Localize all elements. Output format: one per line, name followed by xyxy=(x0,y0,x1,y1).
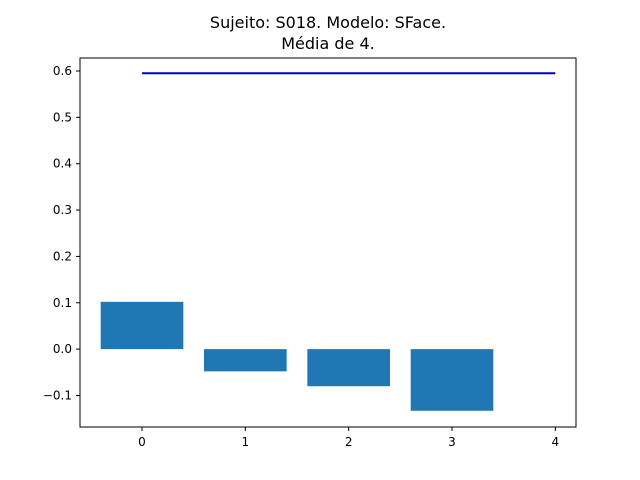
x-tick-label-1: 1 xyxy=(242,435,250,449)
y-tick-label-3: 0.2 xyxy=(53,249,72,263)
x-tick-label-3: 3 xyxy=(448,435,456,449)
chart-title-line-1: Sujeito: S018. Modelo: SFace. xyxy=(210,13,446,32)
y-tick-label-6: 0.5 xyxy=(53,110,72,124)
y-tick-label-0: −0.1 xyxy=(43,388,72,402)
bar-2 xyxy=(307,349,390,387)
x-tick-label-4: 4 xyxy=(552,435,560,449)
x-tick-label-0: 0 xyxy=(138,435,146,449)
bar-3 xyxy=(410,349,494,411)
x-axis: 0 1 2 3 4 xyxy=(138,427,559,449)
y-tick-label-1: 0.0 xyxy=(53,342,72,356)
bar-1 xyxy=(204,349,287,372)
y-axis: −0.1 0.0 0.1 0.2 0.3 0.4 0.5 0.6 xyxy=(43,64,80,402)
bars-group xyxy=(100,301,494,411)
y-tick-label-7: 0.6 xyxy=(53,64,72,78)
bar-0 xyxy=(100,301,184,350)
y-tick-label-4: 0.3 xyxy=(53,203,72,217)
y-tick-label-5: 0.4 xyxy=(53,157,72,171)
y-tick-label-2: 0.1 xyxy=(53,296,72,310)
chart-title-line-2: Média de 4. xyxy=(281,34,375,53)
plot-frame xyxy=(79,57,577,428)
x-tick-label-2: 2 xyxy=(345,435,353,449)
